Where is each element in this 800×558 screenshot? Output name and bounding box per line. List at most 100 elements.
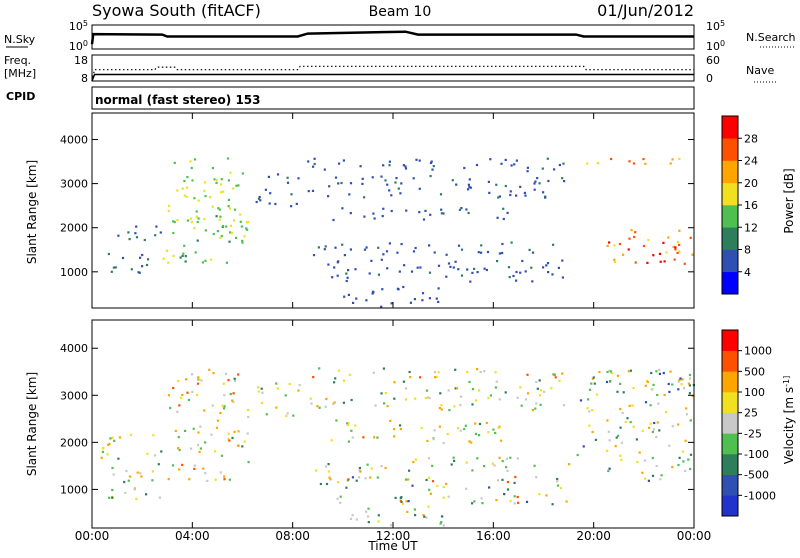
range-cell bbox=[457, 244, 461, 247]
range-cell bbox=[245, 227, 248, 230]
range-cell bbox=[467, 183, 470, 186]
range-cell bbox=[672, 245, 675, 248]
range-cell bbox=[118, 436, 121, 439]
range-cell bbox=[485, 421, 488, 425]
range-cell bbox=[679, 377, 682, 380]
range-cell bbox=[432, 438, 435, 441]
range-cell bbox=[642, 244, 646, 248]
range-cell bbox=[619, 426, 622, 429]
range-cell bbox=[377, 273, 380, 276]
range-cell bbox=[684, 469, 687, 473]
range-cell bbox=[177, 436, 180, 439]
x-tick-label: 00:00 bbox=[677, 529, 712, 543]
range-cell bbox=[421, 299, 424, 302]
range-cell bbox=[199, 425, 202, 428]
range-cell bbox=[196, 393, 199, 397]
range-cell bbox=[456, 427, 460, 430]
range-cell bbox=[341, 243, 344, 246]
range-cell bbox=[418, 211, 421, 214]
range-cell bbox=[178, 404, 181, 407]
range-cell bbox=[376, 436, 379, 439]
range-cell bbox=[222, 225, 225, 228]
cpid-value: normal (fast stereo) 153 bbox=[95, 93, 261, 107]
range-cell bbox=[135, 236, 139, 239]
x-axis-label: Time UT bbox=[367, 539, 418, 553]
range-cell bbox=[418, 159, 421, 162]
range-cell bbox=[616, 374, 619, 377]
range-cell bbox=[135, 225, 138, 228]
range-cell bbox=[644, 162, 647, 165]
range-cell bbox=[343, 254, 346, 257]
range-cell bbox=[394, 181, 397, 184]
y-tick-label: 2000 bbox=[60, 222, 88, 235]
range-cell bbox=[658, 429, 661, 432]
range-cell bbox=[439, 193, 443, 196]
range-cell bbox=[491, 462, 494, 465]
range-cell bbox=[390, 524, 393, 527]
range-cell bbox=[466, 268, 469, 271]
range-cell bbox=[406, 510, 409, 513]
range-cell bbox=[233, 430, 236, 433]
range-cell bbox=[227, 432, 230, 435]
range-cell bbox=[503, 493, 506, 496]
colorbar-swatch bbox=[722, 371, 738, 393]
range-cell bbox=[647, 238, 650, 242]
range-cell bbox=[200, 379, 203, 382]
range-cell bbox=[165, 249, 168, 252]
range-cell bbox=[671, 158, 674, 161]
range-cell bbox=[547, 179, 550, 183]
range-cell bbox=[691, 253, 694, 256]
range-cell bbox=[459, 404, 462, 407]
range-cell bbox=[531, 409, 534, 412]
range-cell bbox=[377, 514, 380, 517]
range-cell bbox=[609, 380, 612, 383]
range-cell bbox=[327, 263, 330, 266]
range-cell bbox=[464, 424, 467, 427]
range-cell bbox=[541, 167, 544, 170]
range-cell bbox=[405, 209, 408, 212]
range-cell bbox=[193, 227, 196, 230]
noise-series bbox=[90, 30, 694, 45]
range-cell bbox=[473, 500, 476, 503]
range-cell bbox=[553, 168, 556, 171]
range-cell bbox=[671, 466, 674, 469]
range-cell bbox=[139, 472, 142, 475]
range-cell bbox=[376, 476, 379, 479]
range-cell bbox=[286, 412, 289, 415]
range-cell bbox=[454, 387, 457, 390]
range-cell bbox=[224, 372, 227, 375]
range-cell bbox=[586, 162, 589, 165]
y-tick-label: 4000 bbox=[60, 342, 88, 355]
range-cell bbox=[232, 400, 235, 404]
range-cell bbox=[545, 264, 548, 267]
range-cell bbox=[324, 465, 328, 468]
range-cell bbox=[629, 369, 632, 372]
range-cell bbox=[617, 434, 620, 437]
range-cell bbox=[393, 397, 396, 400]
range-cell bbox=[652, 428, 655, 431]
range-cell bbox=[427, 505, 430, 508]
range-cell bbox=[158, 496, 161, 499]
range-cell bbox=[275, 382, 278, 385]
range-cell bbox=[420, 426, 423, 430]
range-cell bbox=[227, 438, 230, 441]
range-cell bbox=[668, 444, 671, 447]
range-cell bbox=[399, 427, 402, 431]
range-cell bbox=[495, 499, 498, 502]
range-cell bbox=[607, 430, 610, 433]
range-cell bbox=[413, 397, 417, 400]
range-cell bbox=[385, 250, 389, 253]
range-cell bbox=[216, 230, 219, 233]
range-cell bbox=[501, 478, 504, 481]
range-cell bbox=[651, 430, 654, 433]
range-cell bbox=[318, 406, 321, 409]
range-cell bbox=[428, 244, 431, 247]
range-cell bbox=[559, 487, 562, 490]
range-cell bbox=[646, 380, 649, 384]
range-cell bbox=[190, 447, 193, 450]
range-cell bbox=[449, 265, 452, 268]
range-cell bbox=[339, 495, 342, 498]
noise-panel: N.Sky 105 100 105 100 N.Search bbox=[4, 19, 796, 53]
range-cell bbox=[616, 390, 619, 393]
range-cell bbox=[186, 176, 189, 179]
